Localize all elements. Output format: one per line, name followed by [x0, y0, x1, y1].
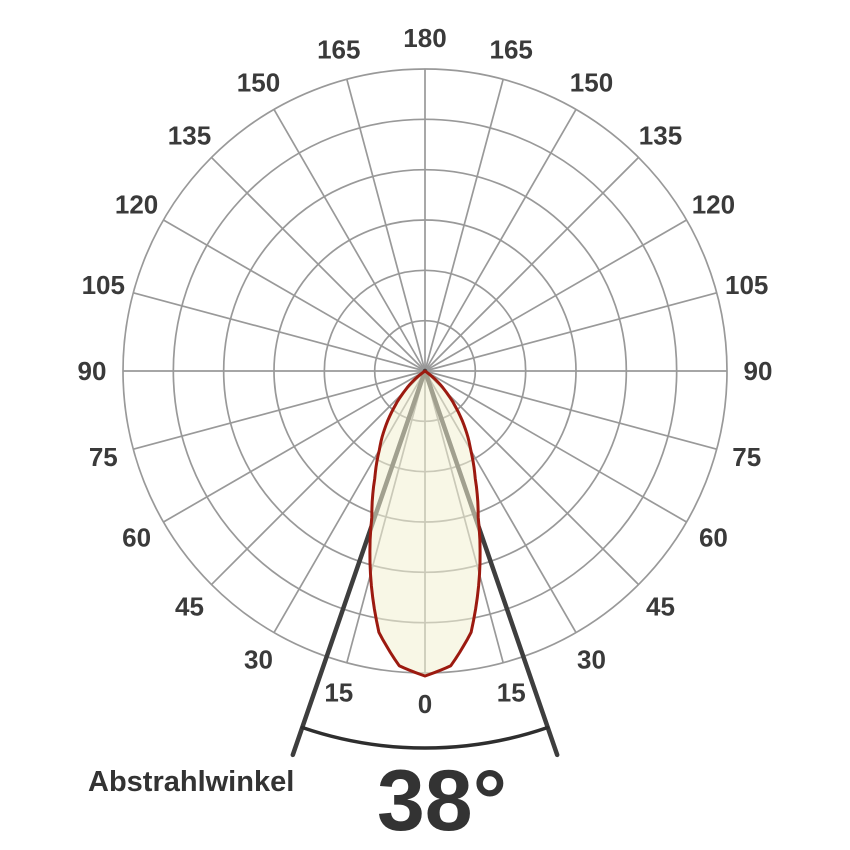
angle-label-30: 30 [577, 644, 606, 674]
angle-label-layer: 0 15 30 45 60 75 90 105 120 135 150 165 180 165 150 135… [78, 23, 773, 719]
angle-label-240: 120 [115, 190, 158, 220]
angle-label-75: 75 [732, 442, 761, 472]
grid-spoke [424, 219, 687, 372]
angle-label-15: 15 [497, 678, 526, 708]
angle-label-60: 60 [699, 523, 728, 553]
grid-spoke [424, 370, 717, 450]
angle-label-345: 15 [324, 678, 353, 708]
angle-label-195: 165 [317, 34, 360, 64]
angle-label-180: 180 [403, 23, 446, 53]
angle-label-90: 90 [744, 356, 773, 386]
angle-label-150: 150 [570, 68, 613, 98]
grid-spoke [163, 219, 426, 372]
beam-lobe [368, 369, 482, 678]
grid-spoke [424, 370, 640, 586]
angle-label-120: 120 [692, 190, 735, 220]
grid-spoke [133, 292, 426, 372]
grid-spoke [424, 156, 640, 372]
angle-label-105: 105 [725, 270, 768, 300]
beam-angle-arc [300, 725, 550, 750]
beam-angle-value: 38° [377, 753, 507, 849]
grid-spoke [273, 109, 426, 372]
angle-label-315: 45 [175, 592, 204, 622]
beam-angle-caption: Abstrahlwinkel [88, 766, 294, 798]
grid-spoke [424, 109, 577, 372]
angle-label-0: 0 [418, 689, 432, 719]
angle-label-45: 45 [646, 592, 675, 622]
grid-spoke [424, 370, 687, 523]
angle-label-270: 90 [78, 356, 107, 386]
grid-spoke [346, 79, 426, 372]
angle-label-225: 135 [168, 121, 211, 151]
angle-label-300: 60 [122, 523, 151, 553]
grid-spoke [424, 292, 717, 372]
grid-spoke [210, 370, 426, 586]
angle-label-285: 75 [89, 442, 118, 472]
angle-label-210: 150 [237, 68, 280, 98]
grid-spoke [163, 370, 426, 523]
grid-spoke [133, 370, 426, 450]
grid-spoke [210, 156, 426, 372]
angle-label-330: 30 [244, 644, 273, 674]
grid-spoke [424, 79, 504, 372]
beam-angle-arc-layer [300, 725, 550, 750]
angle-label-255: 105 [82, 270, 125, 300]
beam-lobe-layer [368, 369, 482, 678]
angle-label-165: 165 [490, 34, 533, 64]
angle-label-135: 135 [639, 121, 682, 151]
